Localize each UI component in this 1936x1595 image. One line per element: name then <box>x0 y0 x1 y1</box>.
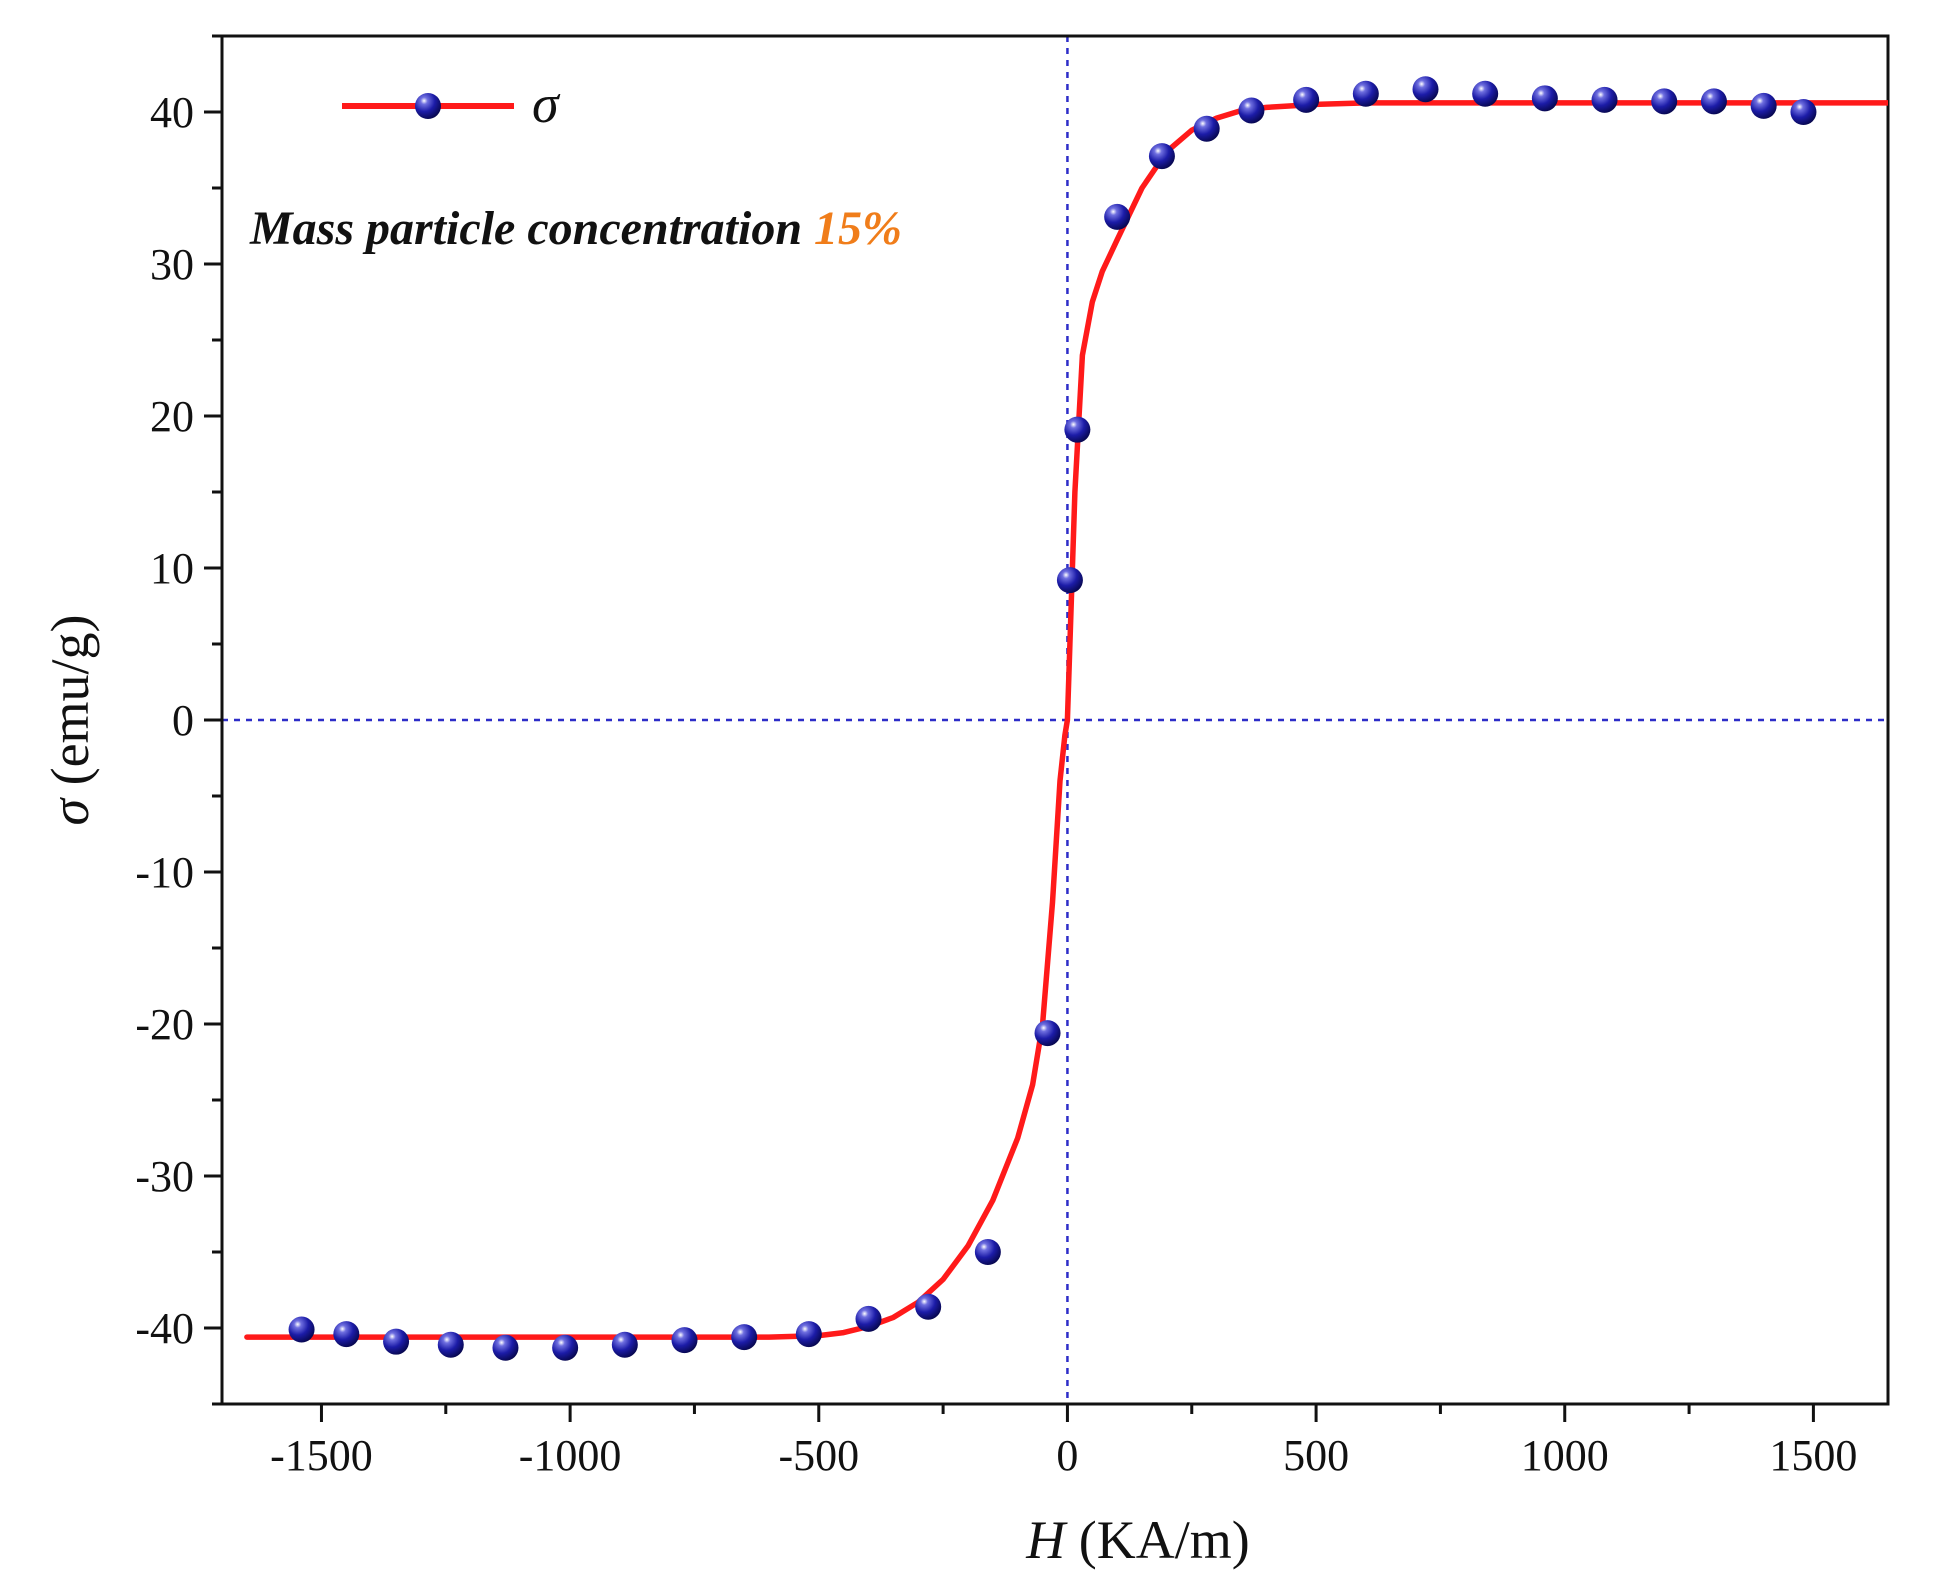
data-point <box>1056 567 1083 594</box>
annotation-text: Mass particle concentration <box>249 202 814 255</box>
annotation-highlight: 15% <box>814 202 902 255</box>
y-tick-label: -40 <box>135 1304 194 1353</box>
y-tick-label: 20 <box>150 392 194 441</box>
legend-marker-swatch <box>415 93 441 119</box>
data-point <box>1148 143 1175 170</box>
data-point <box>1034 1020 1061 1047</box>
data-point <box>1412 76 1439 103</box>
data-point <box>1472 80 1499 107</box>
data-point <box>1790 99 1817 125</box>
x-tick-label: 1000 <box>1521 1431 1609 1480</box>
data-point <box>437 1331 464 1358</box>
y-tick-label: -30 <box>135 1152 194 1201</box>
data-series <box>244 76 1888 1361</box>
y-tick-label: 30 <box>150 240 194 289</box>
data-point <box>383 1328 410 1355</box>
axes: -1500 -1000 -500 0 500 1000 1500 -40 -30 -20 -10 0 1… <box>135 34 1890 1480</box>
data-point <box>1531 85 1558 112</box>
data-point <box>731 1324 758 1351</box>
data-point <box>1104 203 1131 230</box>
x-tick-label: -1000 <box>519 1431 622 1480</box>
data-point <box>552 1334 579 1361</box>
x-axis-variable: H <box>1025 1510 1068 1570</box>
data-point <box>1352 80 1379 107</box>
data-point <box>492 1334 519 1361</box>
data-point <box>671 1327 698 1354</box>
x-axis-title: H (KA/m) <box>1025 1510 1249 1570</box>
y-tick-label: 10 <box>150 544 194 593</box>
y-tick-label: -10 <box>135 848 194 897</box>
y-axis-variable: σ <box>40 797 100 826</box>
y-tick-label: 0 <box>172 696 194 745</box>
x-tick-label: -500 <box>778 1431 859 1480</box>
legend-label: σ <box>532 74 561 134</box>
data-point <box>915 1293 942 1320</box>
x-tick-label: 0 <box>1056 1431 1078 1480</box>
data-point <box>1651 88 1678 115</box>
y-tick-label: 40 <box>150 88 194 137</box>
data-point <box>1193 115 1220 142</box>
x-tick-label: -1500 <box>270 1431 373 1480</box>
data-point <box>795 1321 822 1348</box>
data-point <box>1591 86 1618 113</box>
data-point <box>974 1239 1001 1265</box>
y-axis-title: σ (emu/g) <box>40 614 100 825</box>
data-point <box>1238 97 1265 124</box>
data-point <box>333 1321 360 1348</box>
data-point <box>1064 416 1091 443</box>
y-axis-unit: (emu/g) <box>40 614 100 798</box>
x-tick-label: 1500 <box>1769 1431 1857 1480</box>
x-axis-unit: (KA/m) <box>1065 1510 1249 1570</box>
data-point <box>611 1331 638 1358</box>
x-tick-label: 500 <box>1283 1431 1349 1480</box>
data-point <box>1700 88 1727 115</box>
data-point <box>855 1305 882 1332</box>
concentration-annotation: Mass particle concentration 15% <box>249 202 902 255</box>
data-point <box>288 1316 315 1343</box>
legend: σ <box>342 74 561 134</box>
data-point <box>1293 86 1320 113</box>
y-tick-label: -20 <box>135 1000 194 1049</box>
data-point <box>1750 92 1777 119</box>
